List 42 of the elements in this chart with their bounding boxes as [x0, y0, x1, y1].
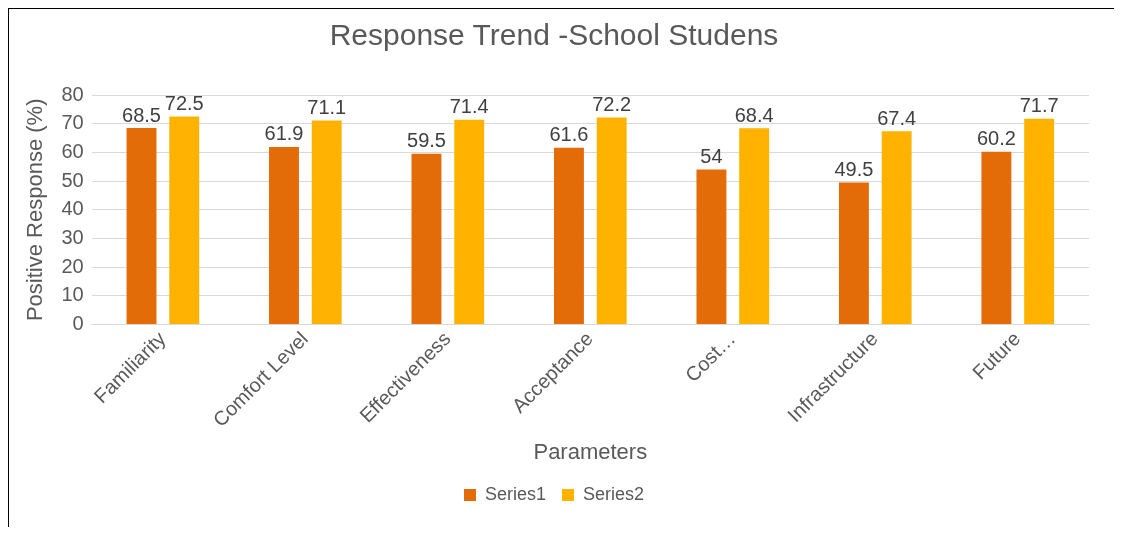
data-label: 61.6	[549, 123, 589, 146]
data-label: 71.4	[449, 95, 489, 118]
data-label: 71.1	[307, 96, 347, 119]
bar	[269, 146, 299, 325]
bar	[739, 128, 770, 325]
bar	[596, 117, 627, 325]
data-label: 54	[700, 145, 723, 168]
bar	[311, 120, 342, 325]
legend-label: Series2	[583, 483, 645, 504]
y-tick-label: 50	[61, 168, 84, 191]
data-label: 72.2	[592, 92, 632, 115]
y-tick-label: 80	[61, 82, 84, 105]
chart-title: Response Trend -School Studens	[329, 18, 779, 52]
y-tick-label: 20	[61, 254, 84, 277]
x-axis-title: Parameters	[533, 438, 648, 464]
data-label: 49.5	[834, 158, 874, 181]
data-label: 60.2	[976, 127, 1016, 150]
data-label: 68.4	[734, 103, 774, 126]
bar	[169, 116, 200, 325]
data-label: 71.7	[1019, 94, 1059, 117]
bar	[454, 119, 485, 325]
bar	[696, 169, 727, 325]
data-label: 67.4	[877, 106, 917, 129]
data-label: 59.5	[407, 129, 446, 152]
bar	[126, 128, 157, 325]
data-label: 72.5	[164, 92, 204, 115]
legend-label: Series1	[484, 483, 546, 504]
bar	[1024, 118, 1055, 325]
y-axis-title: Positive Response (%)	[22, 98, 48, 322]
y-tick-label: 40	[61, 197, 84, 220]
y-tick-label: 0	[72, 312, 84, 335]
bar	[881, 131, 912, 325]
bar	[981, 151, 1012, 325]
y-tick-label: 70	[61, 111, 84, 134]
bar	[411, 153, 442, 325]
y-tick-label: 60	[61, 139, 84, 162]
data-label: 68.5	[122, 103, 161, 126]
y-tick-label: 10	[61, 283, 84, 306]
bar	[553, 147, 584, 325]
data-label: 61.9	[264, 122, 304, 145]
y-tick-label: 30	[61, 226, 84, 249]
bar	[838, 182, 869, 325]
